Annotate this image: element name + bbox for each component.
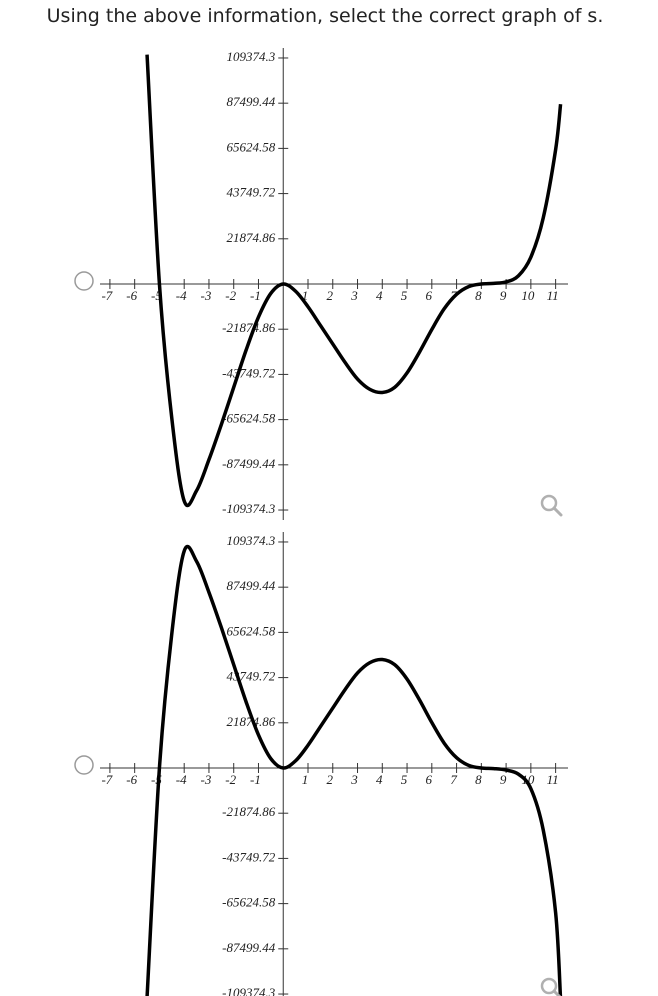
x-tick-label: -2 — [225, 288, 236, 303]
x-tick-label: -6 — [126, 772, 137, 787]
zoom-lens — [540, 977, 558, 995]
x-tick-label: 4 — [376, 772, 383, 787]
y-tick-label: -21874.86 — [222, 320, 276, 335]
plot — [145, 54, 563, 508]
y-tick-label: -65624.58 — [222, 411, 276, 426]
x-tick-label: -1 — [250, 772, 261, 787]
y-tick-label: -87499.44 — [222, 456, 276, 471]
x-tick-label: 3 — [350, 288, 358, 303]
graph: -7 -6 -5 -4 -3 -2 -1 1 2 3 4 5 6 7 8 9 10 11 109374.3 87499… — [74, 532, 568, 996]
x-tick-label: -5 — [151, 288, 162, 303]
graph: -7 -6 -5 -4 -3 -2 -1 1 2 3 4 5 6 7 8 9 10 11109374.387499… — [74, 48, 568, 520]
x-tick-label: -3 — [201, 772, 212, 787]
y-tick-label: -109374.3 — [222, 501, 276, 516]
y-tick-label: -43749.72 — [222, 849, 276, 864]
curve — [145, 54, 563, 508]
y-tick-label: 109374.3 — [226, 533, 275, 548]
y-tick-label: 21874.86 — [226, 714, 275, 729]
x-tick-label: 10 — [521, 288, 535, 303]
zoom-icon[interactable] — [540, 977, 562, 996]
x-tick-label: -4 — [176, 772, 187, 787]
y-tick-label: -87499.44 — [222, 940, 276, 955]
x-tick-label: 1 — [302, 772, 309, 787]
zoom-lens — [540, 494, 558, 512]
y-tick-label: 21874.86 — [226, 230, 275, 245]
plot — [145, 544, 563, 996]
x-tick-label: 6 — [426, 288, 433, 303]
x-tick-label: -5 — [151, 772, 162, 787]
x-tick-label: 9 — [500, 772, 507, 787]
y-tick-label: -109374.3 — [222, 985, 276, 996]
x-tick-label: -6 — [126, 288, 137, 303]
y-tick-label: 43749.72 — [226, 185, 275, 200]
x-tick-label: 11 — [547, 772, 559, 787]
radio-button[interactable] — [74, 271, 94, 291]
x-tick-label: 9 — [500, 288, 507, 303]
y-tick-label: 109374.3 — [226, 49, 275, 64]
x-tick-label: 4 — [376, 288, 383, 303]
y-tick-label: 65624.58 — [226, 623, 275, 638]
x-tick-label: 5 — [401, 288, 408, 303]
x-tick-label: -1 — [250, 288, 261, 303]
zoom-handle — [552, 506, 563, 517]
x-tick-label: 11 — [547, 288, 559, 303]
x-tick-label: -4 — [176, 288, 187, 303]
x-tick-label: 5 — [401, 772, 408, 787]
x-tick-label: 8 — [475, 288, 482, 303]
y-tick-label: -21874.86 — [222, 804, 276, 819]
zoom-icon[interactable] — [540, 494, 563, 517]
x-tick-label: 2 — [327, 288, 334, 303]
radio-button[interactable] — [74, 755, 94, 775]
x-tick-label: -3 — [201, 288, 212, 303]
x-tick-label: 2 — [327, 772, 334, 787]
y-tick-label: -65624.58 — [222, 895, 276, 910]
x-tick-label: 8 — [475, 772, 482, 787]
x-tick-label: 10 — [521, 772, 535, 787]
zoom-handle — [552, 989, 562, 996]
y-tick-label: 43749.72 — [226, 669, 275, 684]
x-tick-label: 7 — [450, 772, 457, 787]
x-tick-label: 3 — [350, 772, 358, 787]
curve — [145, 544, 563, 996]
y-tick-label: -43749.72 — [222, 365, 276, 380]
x-tick-label: 6 — [426, 772, 433, 787]
y-tick-label: 87499.44 — [226, 578, 275, 593]
x-tick-label: -7 — [101, 772, 112, 787]
y-tick-label: 65624.58 — [226, 139, 275, 154]
x-tick-label: -7 — [101, 288, 112, 303]
y-tick-label: 87499.44 — [226, 94, 275, 109]
x-tick-label: -2 — [225, 772, 236, 787]
question: Using the above information, select the … — [47, 5, 604, 27]
x-tick-label: 1 — [302, 288, 309, 303]
